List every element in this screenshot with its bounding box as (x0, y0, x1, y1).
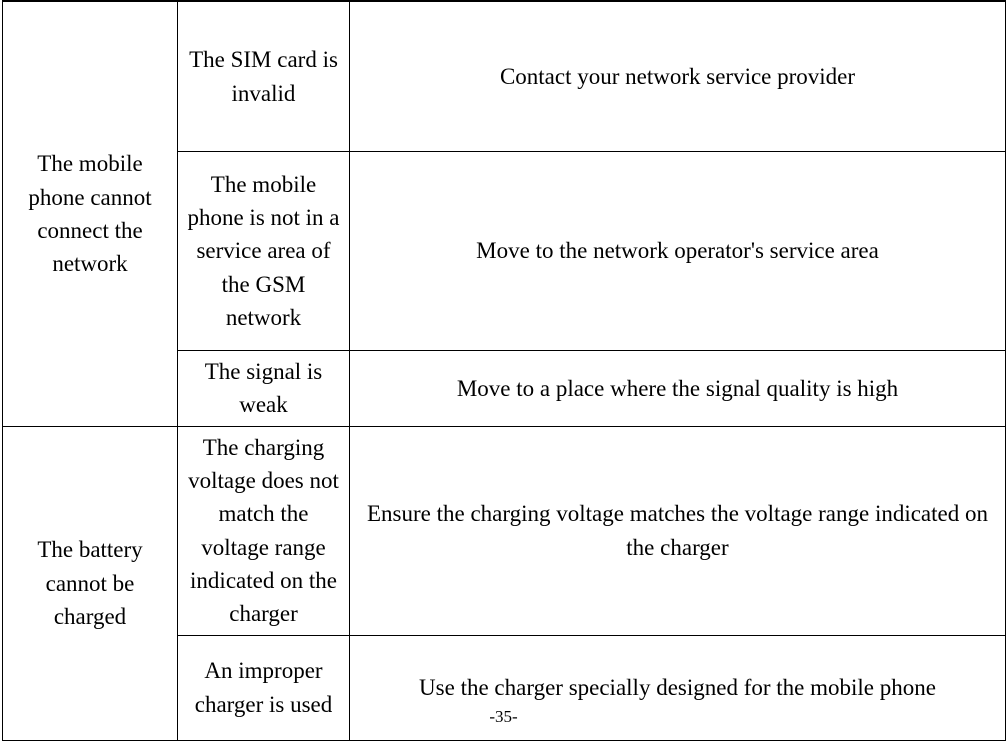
solution-cell-service-area: Move to the network operator's service a… (350, 152, 1006, 351)
solution-cell-voltage: Ensure the charging voltage matches the … (350, 426, 1006, 635)
cause-cell-sim: The SIM card is invalid (178, 1, 350, 152)
problem-cell-network: The mobile phone cannot connect the netw… (3, 1, 178, 426)
cause-cell-service-area: The mobile phone is not in a service are… (178, 152, 350, 351)
solution-cell-sim: Contact your network service provider (350, 1, 1006, 152)
solution-cell-signal: Move to a place where the signal quality… (350, 351, 1006, 427)
page-number: -35- (0, 707, 1007, 727)
troubleshooting-table: The mobile phone cannot connect the netw… (2, 0, 1006, 741)
cause-cell-voltage: The charging voltage does not match the … (178, 426, 350, 635)
problem-cell-battery: The battery cannot be charged (3, 426, 178, 740)
cause-cell-signal: The signal is weak (178, 351, 350, 427)
